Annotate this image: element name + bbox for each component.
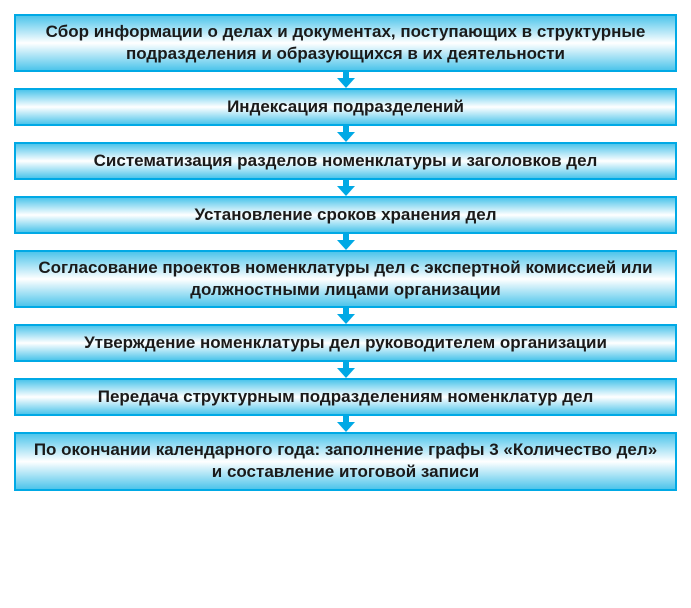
arrow-head: [337, 368, 355, 378]
node-label: Установление сроков хранения дел: [194, 204, 496, 226]
flowchart-node: Передача структурным подразделениям номе…: [14, 378, 677, 416]
arrow-down-icon: [337, 72, 355, 88]
arrow-down-icon: [337, 416, 355, 432]
arrow-head: [337, 132, 355, 142]
arrow-down-icon: [337, 362, 355, 378]
flowchart-node: Индексация подразделений: [14, 88, 677, 126]
node-label: Индексация подразделений: [227, 96, 464, 118]
flowchart-node: Согласование проектов номенклатуры дел с…: [14, 250, 677, 308]
node-label: Согласование проектов номенклатуры дел с…: [30, 257, 661, 301]
node-label: По окончании календарного года: заполнен…: [30, 439, 661, 483]
arrow-down-icon: [337, 308, 355, 324]
node-label: Систематизация разделов номенклатуры и з…: [94, 150, 598, 172]
node-label: Передача структурным подразделениям номе…: [98, 386, 594, 408]
arrow-down-icon: [337, 234, 355, 250]
node-label: Утверждение номенклатуры дел руководител…: [84, 332, 607, 354]
arrow-down-icon: [337, 126, 355, 142]
node-label: Сбор информации о делах и документах, по…: [30, 21, 661, 65]
flowchart-node: Утверждение номенклатуры дел руководител…: [14, 324, 677, 362]
arrow-down-icon: [337, 180, 355, 196]
flowchart-container: Сбор информации о делах и документах, по…: [14, 14, 677, 491]
arrow-head: [337, 78, 355, 88]
flowchart-node: Сбор информации о делах и документах, по…: [14, 14, 677, 72]
flowchart-node: По окончании календарного года: заполнен…: [14, 432, 677, 490]
flowchart-node: Систематизация разделов номенклатуры и з…: [14, 142, 677, 180]
arrow-head: [337, 314, 355, 324]
arrow-head: [337, 240, 355, 250]
flowchart-node: Установление сроков хранения дел: [14, 196, 677, 234]
arrow-head: [337, 422, 355, 432]
arrow-head: [337, 186, 355, 196]
